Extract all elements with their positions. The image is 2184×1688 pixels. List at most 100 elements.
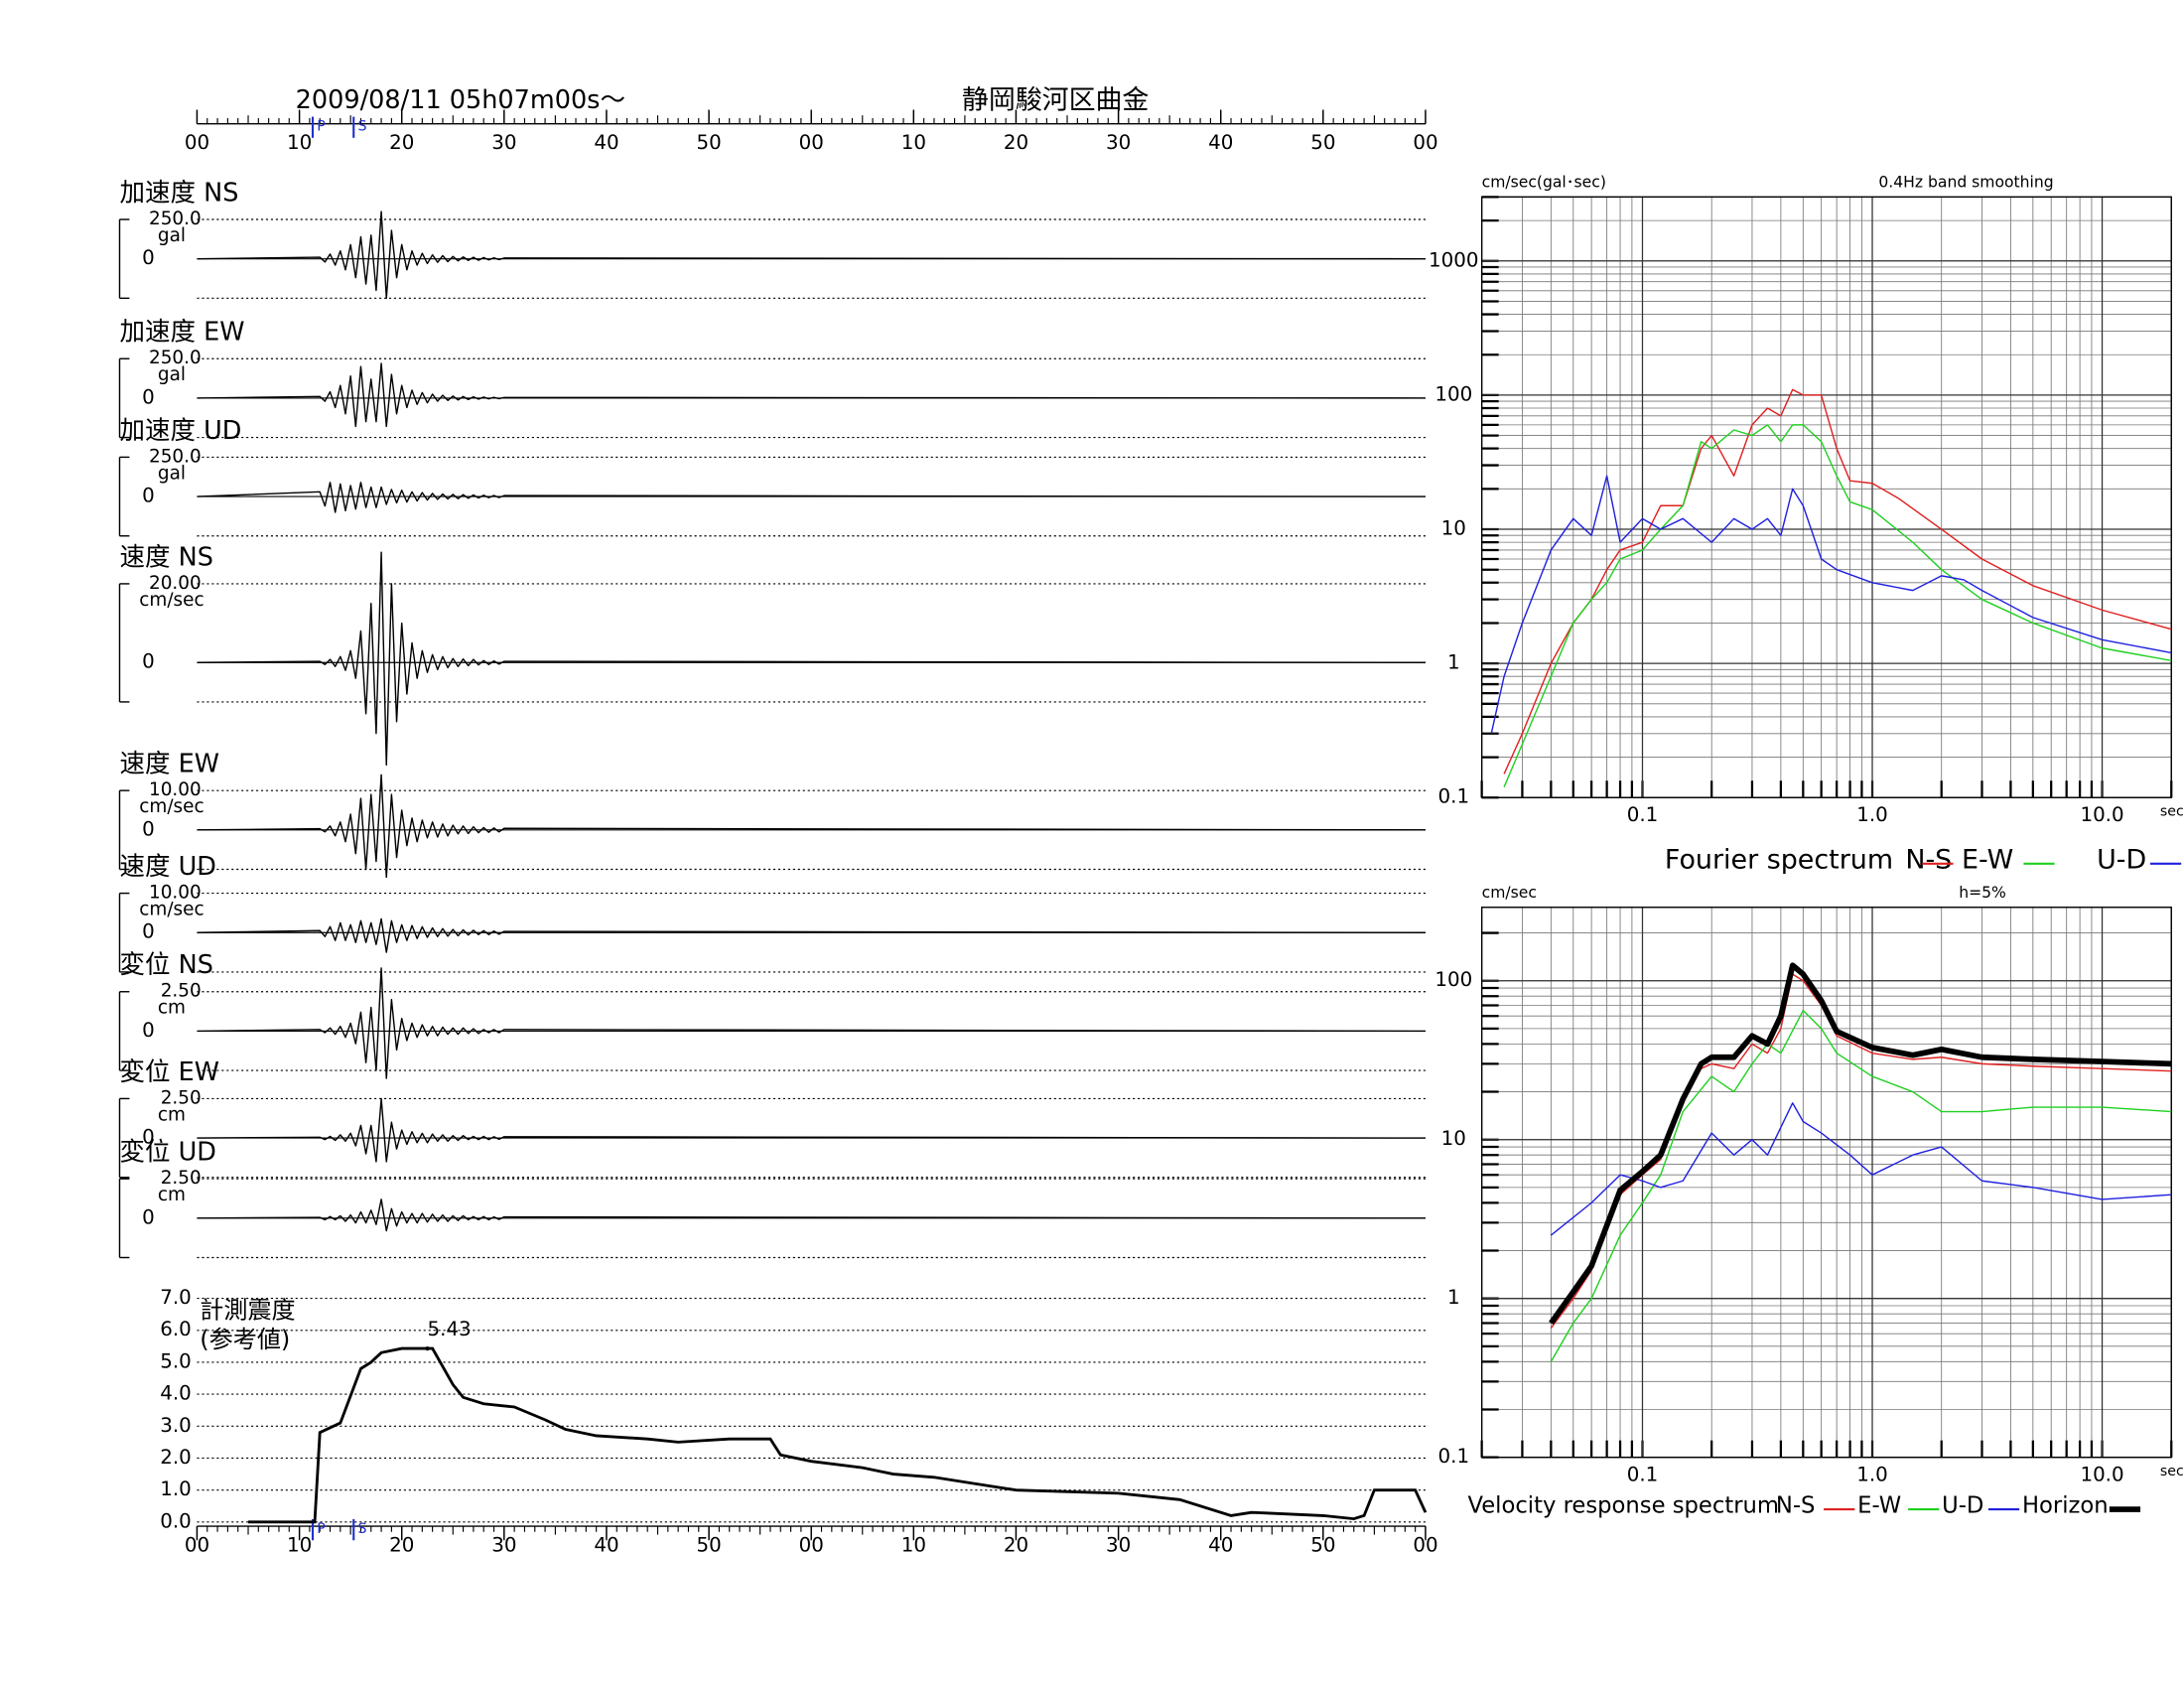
unit-label: gal — [158, 463, 186, 484]
y-tick-label: 1 — [1447, 1286, 1460, 1309]
x-tick-label: 10 — [287, 131, 312, 154]
x-tick-label: 00 — [185, 131, 209, 154]
spectrum-line — [1503, 424, 2172, 787]
trace-name: 加速度 UD — [119, 416, 241, 446]
x-tick-label: 0.1 — [1627, 1464, 1659, 1486]
trace-name: 変位 EW — [119, 1057, 218, 1087]
note: 0.4Hz band smoothing — [1878, 174, 2053, 192]
y-tick-label: 100 — [1434, 382, 1472, 405]
waveform — [197, 1097, 1426, 1163]
y-tick-label: 5.0 — [160, 1349, 192, 1372]
y-tick-label: 250.0 — [149, 209, 202, 229]
y-tick-label: 10.00 — [149, 883, 202, 904]
peak-label: 5.43 — [427, 1318, 471, 1340]
x-tick-label: 50 — [696, 131, 721, 154]
y-tick-label: 2.0 — [160, 1446, 192, 1469]
unit-label: gal — [158, 364, 186, 385]
y-tick-label: 1.0 — [160, 1477, 192, 1500]
spectrum-line — [1550, 973, 2172, 1330]
trace-name: 速度 UD — [119, 852, 215, 882]
x-tick-label: 00 — [185, 1533, 209, 1556]
x-tick-label: 10 — [901, 1533, 926, 1556]
phase-label: P — [317, 1521, 326, 1537]
y-axis-label: cm/sec(gal･sec) — [1482, 174, 1606, 192]
plot-frame — [1480, 907, 2172, 1459]
spectrum-line — [1503, 388, 2172, 774]
chart-title: 2009/08/11 05h07m00s〜 — [296, 85, 625, 115]
y-tick-label: 10 — [1441, 1127, 1466, 1150]
x-tick-label: 20 — [389, 131, 414, 154]
x-tick-label: 50 — [696, 1533, 721, 1556]
y-tick-label: 2.50 — [161, 1087, 202, 1108]
waveform — [197, 1198, 1426, 1232]
legend-title: Fourier spectrum — [1665, 845, 1893, 876]
trace-name: 速度 EW — [119, 750, 218, 779]
y-tick-label: 250.0 — [149, 446, 202, 467]
trace-name: 変位 NS — [119, 950, 212, 980]
y-tick-label: 0 — [142, 650, 155, 673]
x-axis-label: sec — [2160, 1464, 2184, 1479]
x-tick-label: 00 — [1413, 1533, 1437, 1556]
y-tick-label: 7.0 — [160, 1286, 192, 1309]
y-tick-label: 3.0 — [160, 1414, 192, 1437]
x-tick-label: 30 — [1106, 131, 1131, 154]
y-tick-label: 1000 — [1429, 248, 1478, 271]
x-tick-label: 20 — [1004, 131, 1028, 154]
y-tick-label: 20.00 — [149, 573, 202, 594]
y-tick-label: 0 — [142, 1126, 155, 1149]
phase-label: P — [317, 119, 326, 135]
spectrum-line — [1550, 1009, 2172, 1362]
x-tick-label: 40 — [1208, 131, 1233, 154]
legend-label: E-W — [1857, 1493, 1901, 1519]
x-axis-label: sec — [2160, 803, 2184, 819]
x-tick-label: 50 — [1310, 131, 1335, 154]
unit-label: gal — [158, 225, 186, 246]
y-tick-label: 100 — [1434, 968, 1472, 991]
y-tick-label: 0.1 — [1438, 785, 1470, 808]
waveform — [197, 917, 1426, 953]
waveform — [197, 774, 1426, 879]
spectrum-line — [1549, 962, 2172, 1326]
y-tick-label: 0 — [142, 485, 155, 507]
waveform — [197, 362, 1426, 428]
x-tick-label: 30 — [1106, 1533, 1131, 1556]
x-tick-label: 1.0 — [1856, 803, 1888, 826]
unit-label: cm/sec — [139, 900, 204, 920]
x-tick-label: 40 — [594, 131, 618, 154]
y-tick-label: 1 — [1447, 651, 1460, 674]
waveform — [197, 967, 1426, 1079]
phase-label: S — [357, 119, 366, 135]
x-tick-label: 50 — [1310, 1533, 1335, 1556]
y-tick-label: 4.0 — [160, 1382, 192, 1405]
unit-label: cm/sec — [139, 590, 204, 611]
x-tick-label: 10.0 — [2080, 1464, 2123, 1486]
x-tick-label: 0.1 — [1627, 803, 1659, 826]
plot-frame — [1480, 196, 2172, 798]
y-tick-label: 6.0 — [160, 1318, 192, 1340]
x-tick-label: 00 — [799, 1533, 824, 1556]
spectrum-line — [1550, 1102, 2172, 1236]
waveform — [197, 551, 1426, 767]
y-tick-label: 10.00 — [149, 779, 202, 800]
x-tick-label: 40 — [594, 1533, 618, 1556]
y-tick-label: 2.50 — [161, 1168, 202, 1189]
x-tick-label: 30 — [491, 1533, 516, 1556]
spectrum-line — [1490, 475, 2172, 734]
trace-name: 加速度 EW — [119, 318, 244, 348]
y-tick-label: 0 — [142, 1019, 155, 1042]
unit-label: cm — [158, 1185, 186, 1205]
y-tick-label: 0 — [142, 817, 155, 840]
x-tick-label: 40 — [1208, 1533, 1233, 1556]
peak-dot — [425, 1345, 430, 1351]
y-tick-label: 0 — [142, 385, 155, 408]
x-tick-label: 00 — [1413, 131, 1437, 154]
y-tick-label: 2.50 — [161, 981, 202, 1002]
legend-label: U-D — [1942, 1493, 1983, 1519]
note: h=5% — [1959, 884, 2006, 902]
x-tick-label: 00 — [799, 131, 824, 154]
legend-label: U-D — [2097, 845, 2146, 876]
y-tick-label: 0 — [142, 1205, 155, 1228]
station-name: 静岡駿河区曲金 — [962, 85, 1149, 116]
y-tick-label: 0 — [142, 920, 155, 943]
